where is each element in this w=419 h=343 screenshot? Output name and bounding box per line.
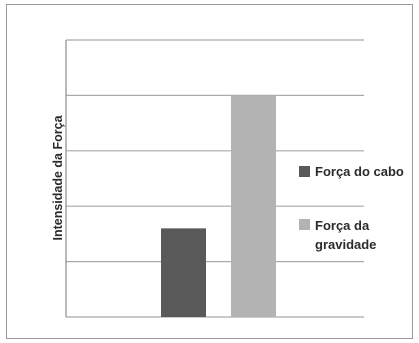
legend-item-1: Força da gravidade bbox=[299, 218, 376, 252]
legend-label-1-line-0: Força da bbox=[315, 218, 370, 233]
legend-swatch-1 bbox=[299, 219, 310, 230]
gridlines bbox=[66, 39, 364, 318]
legend-item-0: Força do cabo bbox=[299, 164, 404, 179]
y-axis-label: Intensidade da Força bbox=[51, 114, 65, 240]
legend-label-0-line-0: Força do cabo bbox=[315, 164, 404, 179]
bars bbox=[161, 95, 276, 318]
legend-swatch-0 bbox=[299, 166, 310, 177]
legend: Força do cabo Força da gravidade bbox=[299, 164, 404, 252]
legend-label-1-line-1: gravidade bbox=[315, 237, 376, 252]
chart-frame bbox=[6, 4, 413, 339]
bar-forca-do-cabo bbox=[161, 228, 206, 317]
bar-forca-da-gravidade bbox=[231, 95, 276, 318]
